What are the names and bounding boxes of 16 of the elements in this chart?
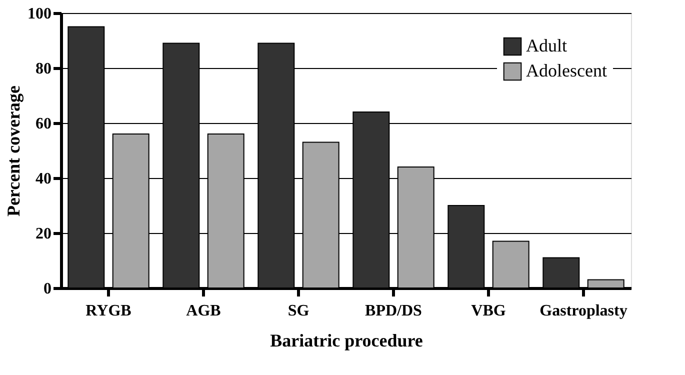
y-tick-label: 0 xyxy=(44,280,52,298)
y-tick-label: 100 xyxy=(28,6,52,22)
legend-label: Adult xyxy=(526,36,568,56)
y-tick-label: 60 xyxy=(36,116,52,132)
y-tick-label: 40 xyxy=(36,170,52,188)
x-tick-label: Gastroplasty xyxy=(540,302,628,320)
x-tick-label: AGB xyxy=(186,302,222,320)
x-axis-title: Bariatric procedure xyxy=(270,330,423,350)
x-tick-label: BPD/DS xyxy=(365,302,422,320)
x-tick-label: SG xyxy=(288,302,310,320)
y-tick-label: 80 xyxy=(36,60,52,78)
x-tick-label: RYGB xyxy=(86,302,132,320)
y-axis-title: Percent coverage xyxy=(4,85,24,217)
legend-label: Adolescent xyxy=(526,60,607,80)
x-tick-label: VBG xyxy=(471,302,506,320)
y-tick-label: 20 xyxy=(36,226,52,242)
